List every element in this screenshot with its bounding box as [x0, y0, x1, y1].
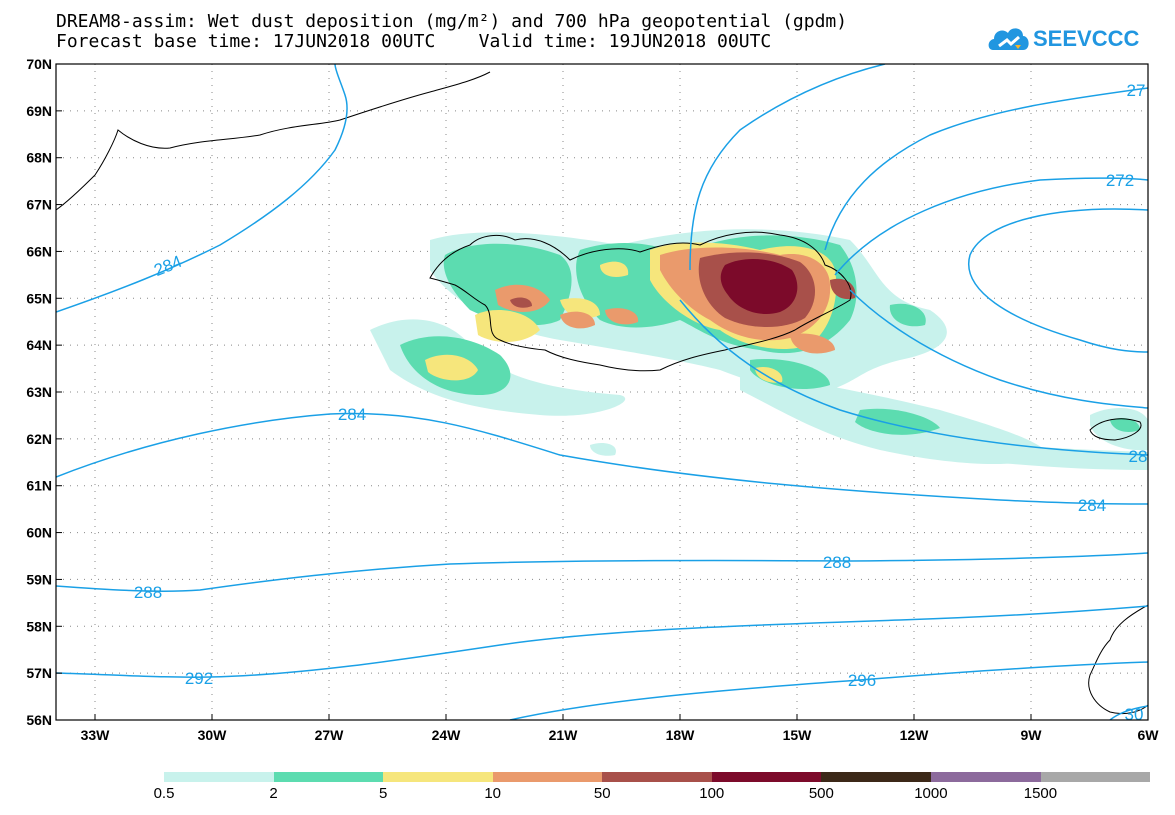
contour-label: 30	[1125, 705, 1144, 724]
colorbar-swatch	[164, 772, 274, 782]
cloud-icon	[988, 28, 1029, 50]
contour-label: 284	[1078, 496, 1106, 515]
seevccc-logo: SEEVCCC	[985, 18, 1145, 58]
colorbar-swatch	[711, 772, 822, 782]
lat-label: 60N	[26, 525, 52, 541]
contour-label: 28	[1129, 447, 1148, 466]
dust-deposition-field	[370, 229, 1148, 470]
contour-label: 296	[848, 671, 876, 690]
lon-label: 6W	[1138, 727, 1160, 743]
lon-label: 18W	[666, 727, 696, 743]
contour-label: 292	[185, 669, 213, 688]
lon-label: 21W	[549, 727, 579, 743]
lon-label: 33W	[81, 727, 111, 743]
colorbar-swatch	[1040, 772, 1151, 782]
colorbar-label: 100	[699, 785, 725, 802]
longitude-labels: 33W 30W 27W 24W 21W 18W 15W 12W 9W 6W	[81, 727, 1160, 743]
logo-text: SEEVCCC	[1033, 26, 1140, 51]
lat-label: 65N	[26, 290, 52, 306]
colorbar	[164, 772, 1151, 782]
lon-label: 12W	[900, 727, 930, 743]
contour-label: 288	[134, 583, 162, 602]
lat-label: 62N	[26, 431, 52, 447]
lat-label: 63N	[26, 384, 52, 400]
colorbar-label: 10	[484, 785, 501, 802]
colorbar-label: 50	[593, 785, 611, 802]
lat-label: 70N	[26, 56, 52, 72]
lat-label: 56N	[26, 712, 52, 728]
colorbar-label: 500	[808, 785, 834, 802]
deposition-level-100	[720, 258, 798, 315]
coastlines	[56, 71, 1148, 715]
colorbar-label: 5	[378, 785, 388, 802]
lat-label: 69N	[26, 103, 52, 119]
contour-label: 284	[338, 405, 366, 424]
lon-label: 9W	[1021, 727, 1043, 743]
lat-label: 59N	[26, 571, 52, 587]
lat-label: 57N	[26, 665, 52, 681]
latitude-labels: 70N 69N 68N 67N 66N 65N 64N 63N 62N 61N 60N 59N 58N 5…	[26, 56, 52, 728]
lon-label: 24W	[432, 727, 462, 743]
chart-subtitle: Forecast base time: 17JUN2018 00UTC Vali…	[56, 31, 772, 52]
colorbar-swatch	[821, 772, 931, 782]
lat-label: 66N	[26, 243, 52, 259]
axis-ticks	[56, 63, 1149, 721]
lat-label: 67N	[26, 197, 52, 213]
lat-label: 68N	[26, 150, 52, 166]
colorbar-label: 0.5	[153, 785, 175, 802]
colorbar-swatch	[602, 772, 712, 782]
colorbar-label: 1500	[1023, 785, 1058, 802]
contour-label: 272	[1106, 171, 1134, 190]
lon-label: 27W	[315, 727, 345, 743]
contour-label: 288	[823, 553, 851, 572]
chart-title: DREAM8-assim: Wet dust deposition (mg/m²…	[56, 11, 848, 32]
colorbar-label: 2	[269, 785, 278, 802]
lat-label: 64N	[26, 337, 52, 353]
contour-label: 27	[1127, 81, 1146, 100]
colorbar-swatch	[383, 772, 493, 782]
colorbar-label: 1000	[914, 785, 948, 802]
colorbar-swatch	[930, 772, 1041, 782]
geopotential-contours	[56, 64, 1148, 720]
colorbar-swatch	[492, 772, 603, 782]
lat-label: 58N	[26, 618, 52, 634]
lon-label: 15W	[783, 727, 813, 743]
lon-label: 30W	[198, 727, 228, 743]
lat-label: 61N	[26, 478, 52, 494]
colorbar-swatch	[273, 772, 384, 782]
